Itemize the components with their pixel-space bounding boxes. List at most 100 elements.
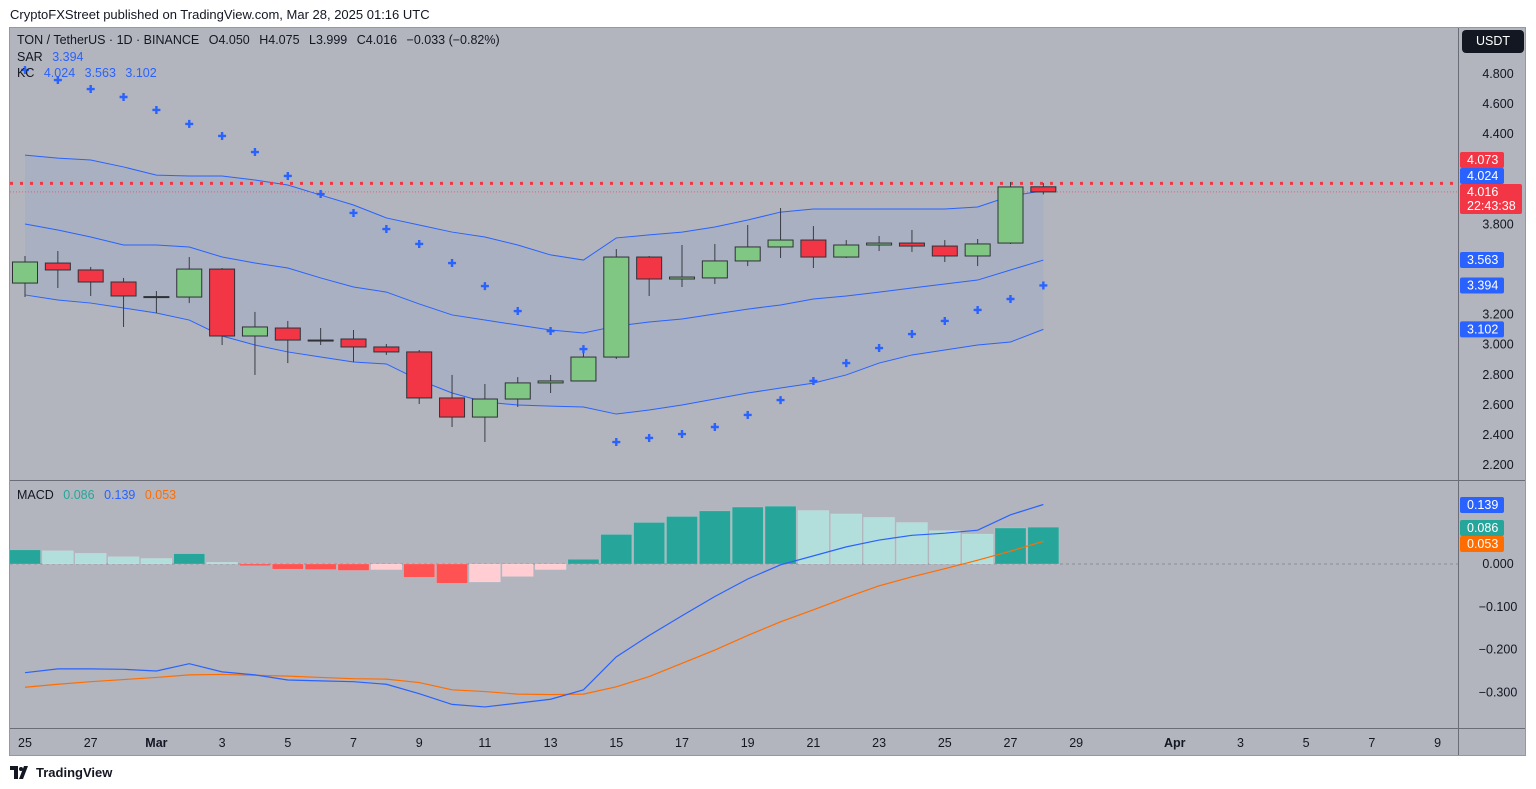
- candle-body: [636, 256, 663, 280]
- price-tick-label: 2.200: [1482, 458, 1513, 472]
- price-label-last-bg: [1460, 184, 1522, 214]
- macd-histogram-bar: [731, 506, 764, 565]
- macd-label-signal-text: 0.053: [1467, 537, 1498, 551]
- macd-histogram-bar: [304, 563, 337, 570]
- symbol-title[interactable]: TON / TetherUS · 1D · BINANCE: [17, 33, 200, 47]
- macd-histogram-bar: [1027, 526, 1060, 565]
- publisher-caption: CryptoFXStreet published on TradingView.…: [10, 7, 430, 22]
- macd-histogram-bar: [600, 534, 633, 565]
- candle: [209, 268, 236, 346]
- macd-histogram-bar: [633, 522, 665, 565]
- macd-histogram-bar: [403, 563, 435, 578]
- candle-body: [12, 261, 38, 284]
- sar-point: [316, 190, 325, 199]
- macd-histogram-bar: [567, 559, 600, 565]
- price-label-sar: 3.394: [1460, 277, 1504, 294]
- price-tick-label: 4.800: [1482, 67, 1513, 81]
- sar-point: [349, 208, 358, 217]
- axes: 4.800 4.600 4.400 3.800 3.200 3.000 2.800 2.600…: [10, 28, 1525, 755]
- candle-body: [833, 244, 860, 258]
- macd-histogram-bar: [140, 558, 173, 565]
- candle-body: [898, 242, 925, 247]
- price-label-kc-upper-bg: [1460, 168, 1504, 184]
- sar-point: [645, 433, 654, 442]
- time-tick-label: 7: [350, 736, 357, 750]
- brand-name: TradingView: [36, 765, 113, 780]
- candle-body: [997, 186, 1024, 244]
- price-label-sar-text: 3.394: [1467, 278, 1498, 292]
- candle-body: [340, 338, 367, 348]
- macd-histogram-bar: [272, 563, 304, 570]
- candle-body: [439, 397, 466, 418]
- macd-label-hist: 0.086: [1460, 520, 1504, 536]
- sar-legend[interactable]: SAR 3.394: [17, 50, 89, 64]
- sar-point: [1006, 294, 1015, 303]
- kc-legend[interactable]: KC 4.024 3.563 3.102: [17, 66, 163, 80]
- price-label-kc-upper-text: 4.024: [1467, 169, 1498, 183]
- candle-body: [669, 276, 695, 280]
- macd-label-hist-bg: [1460, 520, 1504, 536]
- macd-line-value: 0.139: [104, 488, 136, 502]
- macd-histogram-bar: [436, 563, 468, 584]
- candle: [110, 277, 137, 327]
- kc-lower-value: 3.102: [125, 66, 157, 80]
- time-tick-label: 25: [938, 736, 952, 750]
- ohlc-change: −0.033 (−0.82%): [406, 33, 500, 47]
- sar-point: [546, 327, 555, 336]
- candle: [176, 257, 203, 304]
- candle-body: [537, 380, 564, 384]
- price-label-kc-middle-text: 3.563: [1467, 253, 1498, 267]
- time-tick-label: Apr: [1164, 736, 1186, 750]
- price-pane: [10, 65, 1458, 447]
- sar-point: [1039, 281, 1048, 290]
- candle-body: [603, 256, 630, 358]
- candle-body: [931, 245, 958, 257]
- price-label-kc-lower-text: 3.102: [1467, 322, 1498, 336]
- kc-band-fill: [25, 155, 1044, 415]
- chart-frame[interactable]: [9, 27, 1526, 756]
- kc-label: KC: [17, 66, 35, 80]
- time-tick-label: Mar: [145, 736, 167, 750]
- candle-body: [701, 260, 728, 279]
- macd-tick-label: 0.000: [1482, 557, 1513, 571]
- macd-legend[interactable]: MACD 0.086 0.139 0.053: [17, 488, 182, 502]
- price-label-sar-bg: [1460, 277, 1504, 294]
- ohlc-high: H4.075: [259, 33, 300, 47]
- macd-histogram-bar: [239, 563, 271, 566]
- tradingview-logo[interactable]: TradingView: [10, 765, 112, 780]
- macd-histogram-bar: [830, 513, 862, 565]
- candle-body: [734, 246, 761, 262]
- macd-histogram-bar: [797, 510, 830, 565]
- currency-button[interactable]: USDT: [1462, 30, 1524, 53]
- candle: [406, 349, 433, 404]
- macd-histogram-bar: [961, 533, 994, 565]
- sar-point: [678, 430, 686, 439]
- time-tick-label: 5: [284, 736, 291, 750]
- candle: [833, 240, 860, 258]
- candle: [701, 243, 728, 284]
- time-tick-label: 15: [609, 736, 623, 750]
- macd-histogram-bar: [534, 563, 567, 570]
- candle-body: [373, 346, 400, 353]
- kc-middle-value: 3.563: [84, 66, 116, 80]
- candle: [931, 240, 958, 262]
- candle-body: [866, 242, 893, 246]
- sar-point: [382, 225, 391, 234]
- macd-label-hist-text: 0.086: [1467, 521, 1498, 535]
- sar-point: [53, 76, 62, 85]
- macd-histogram-bar: [666, 516, 698, 565]
- sar-point: [250, 148, 259, 157]
- macd-histogram-bar: [42, 550, 74, 565]
- ohlc-open: O4.050: [208, 33, 250, 47]
- candle-body: [406, 351, 433, 399]
- time-tick-label: 13: [544, 736, 558, 750]
- price-label-horizontal-level: 4.073: [1460, 152, 1504, 168]
- candle: [898, 229, 925, 252]
- candle: [537, 374, 564, 393]
- candle: [1030, 183, 1057, 195]
- time-tick-label: 3: [219, 736, 226, 750]
- macd-line: [24, 503, 1044, 708]
- symbol-legend: TON / TetherUS · 1D · BINANCE O4.050 H4.…: [17, 33, 506, 47]
- candle-body: [307, 339, 334, 342]
